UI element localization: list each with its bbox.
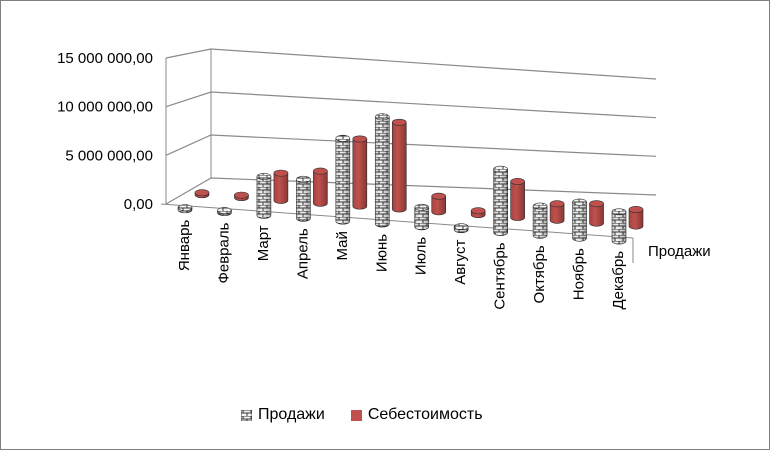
x-tick-label: Ноябрь [571,248,588,300]
bar-cost-7 [470,207,486,219]
bar-sales-11 [611,208,627,245]
gridline [165,134,657,157]
legend-swatch-cost [350,409,362,421]
gridline [165,48,657,80]
bar-cost-1 [234,191,249,202]
bar-cost-3 [313,167,328,207]
bar-cost-6 [431,192,447,216]
x-tick-label: Декабрь [610,251,627,310]
bar-sales-3 [296,175,311,222]
x-tick-label: Июль [413,237,430,275]
bar-sales-2 [256,173,272,219]
bar-sales-7 [453,223,469,234]
depth-axis-label: Продажи [648,243,711,260]
y-tick-label: 0,00 [124,196,153,213]
y-tick-label: 10 000 000,00 [57,99,153,116]
bars [177,113,644,245]
y-tick-label: 15 000 000,00 [57,50,153,67]
bar-cost-11 [628,205,644,230]
bar-sales-5 [374,113,390,228]
legend: Продажи Себестоимость [241,406,483,424]
x-axis-categories: Январь Февраль Март Апрель Май Июнь Июль Август… [176,220,627,310]
legend-label-sales: Продажи [258,406,325,423]
bar-cost-5 [391,118,407,213]
legend-item-sales: Продажи [241,406,325,424]
legend-swatch-sales [241,409,252,421]
bar-cost-0 [194,189,210,199]
bar-cost-10 [589,200,604,227]
x-tick-label: Январь [176,220,193,272]
bar-sales-8 [493,165,508,236]
bar-cost-9 [549,200,565,224]
gridline [165,91,657,119]
x-tick-label: Март [255,225,272,261]
bar-sales-9 [532,202,548,239]
x-tick-label: Апрель [294,228,311,279]
x-tick-label: Октябрь [531,245,548,303]
x-axis-line [160,203,634,239]
bar-sales-0 [177,204,193,214]
bar-sales-6 [414,203,430,231]
x-tick-label: Май [334,231,351,260]
bar-sales-4 [335,134,351,225]
bar-sales-1 [217,207,232,217]
y-axis-ticks: 0,00 5 000 000,00 10 000 000,00 15 000 000,… [57,50,153,213]
legend-item-cost: Себестоимость [350,406,483,424]
bar-cost-2 [273,169,289,204]
bar-sales-10 [572,198,587,242]
x-tick-label: Февраль [215,222,232,283]
bar-cost-8 [510,178,525,221]
legend-label-cost: Себестоимость [367,406,483,423]
y-tick-label: 5 000 000,00 [65,147,153,164]
x-tick-label: Сентябрь [492,242,509,309]
x-tick-label: Июнь [373,234,390,272]
bar-cost-4 [352,135,368,210]
x-tick-label: Август [452,240,469,285]
